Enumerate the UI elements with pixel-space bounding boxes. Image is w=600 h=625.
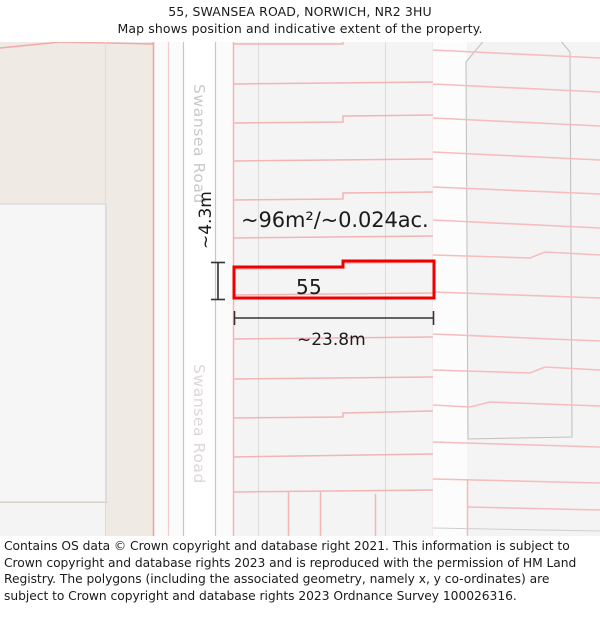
east-parcel-line-4 [432,186,600,195]
east-parcel-line-5 [432,219,600,229]
left-block-group [0,42,155,536]
dimension-group [211,261,435,325]
central-parcel-line-11 [232,453,434,458]
left-block-top-edge [0,42,154,49]
map-footer: Contains OS data © Crown copyright and d… [0,536,600,625]
east-parcel-line-9 [432,366,600,374]
road-corridor-group [167,42,217,536]
central-parcel-line-5 [232,235,434,239]
map-vector-layer [0,42,600,536]
east-parcel-line-3 [432,151,600,161]
central-parcel-line-12 [232,489,434,493]
central-parcel-line-2 [232,114,434,124]
map-canvas[interactable]: Swansea Road Swansea Road ~96m²/~0.024ac… [0,42,600,536]
central-parcel-line-10 [232,410,434,419]
copyright-notice: Contains OS data © Crown copyright and d… [4,539,577,603]
east-building-outline [465,42,573,440]
east-parcel-line-2 [432,117,600,127]
east-parcel-line-11 [432,441,600,448]
central-parcel-line-7 [232,292,434,296]
east-parcel-line-0 [432,49,600,59]
central-parcel-fill [233,42,433,536]
east-yard-line [466,506,600,511]
east-parcels-group [432,42,600,536]
central-parcels-group [232,42,435,536]
map-header: 55, SWANSEA ROAD, NORWICH, NR2 3HU Map s… [0,0,600,42]
east-parcel-line-10 [432,401,600,408]
page-subtitle: Map shows position and indicative extent… [117,21,483,36]
east-parcel-line-12 [432,478,600,484]
central-parcel-line-4 [232,191,434,201]
east-parcel-line-6 [432,251,600,259]
page-title: 55, SWANSEA ROAD, NORWICH, NR2 3HU [168,4,432,19]
left-block-lower-fill [0,502,108,536]
east-bottom-grey-line [432,527,600,532]
central-parcel-line-9 [232,376,434,380]
central-parcel-line-1 [232,81,434,85]
east-parcel-line-8 [432,333,600,342]
road-fill [183,42,216,536]
central-parcel-line-3 [232,158,434,162]
east-parcel-line-1 [432,83,600,93]
left-inner-building [0,203,107,503]
left-block-strip [105,42,153,536]
property-outline [232,259,436,300]
east-parcel-line-7 [432,291,600,299]
central-parcel-line-8 [232,336,434,340]
central-parcel-line-0 [233,42,344,45]
east-parcel-front-strip [433,42,467,536]
